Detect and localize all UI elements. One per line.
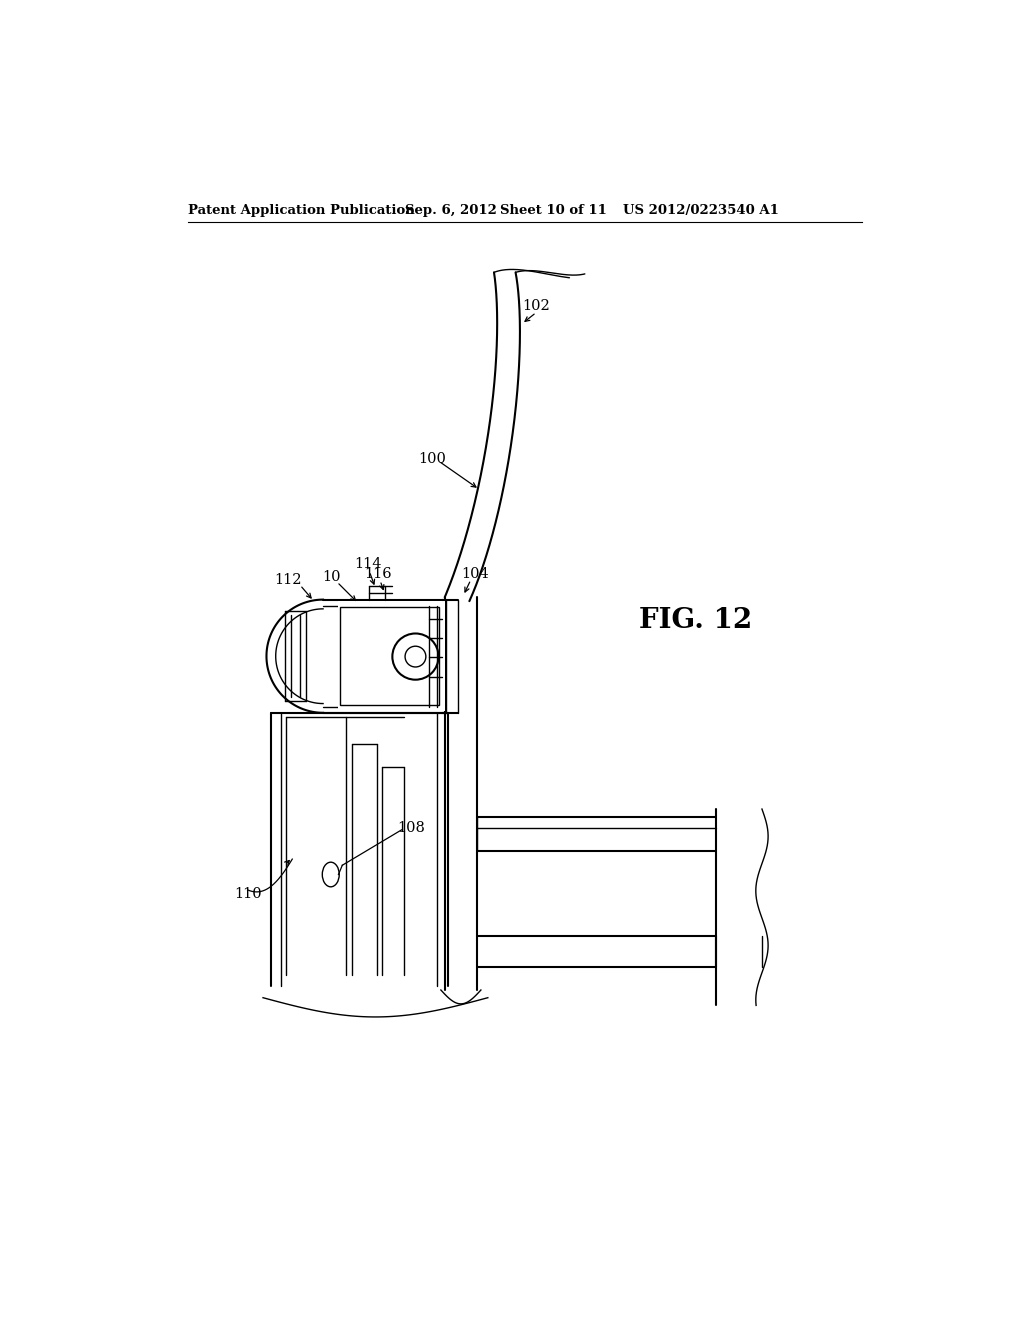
Text: 100: 100 [419,451,446,466]
Bar [339,601,444,711]
Circle shape [406,647,426,667]
Text: FIG. 12: FIG. 12 [639,607,752,634]
Text: 116: 116 [365,568,392,581]
Text: 112: 112 [274,573,302,587]
Text: US 2012/0223540 A1: US 2012/0223540 A1 [624,205,779,218]
Text: Sep. 6, 2012: Sep. 6, 2012 [404,205,497,218]
Text: 102: 102 [522,300,550,313]
Text: 10: 10 [323,569,341,583]
Text: Sheet 10 of 11: Sheet 10 of 11 [500,205,607,218]
Text: 110: 110 [233,887,261,900]
Text: 104: 104 [462,568,489,581]
Polygon shape [340,607,438,705]
Text: 114: 114 [354,557,382,572]
Ellipse shape [323,862,339,887]
Text: Patent Application Publication: Patent Application Publication [188,205,415,218]
Text: 108: 108 [397,821,426,836]
Circle shape [392,634,438,680]
